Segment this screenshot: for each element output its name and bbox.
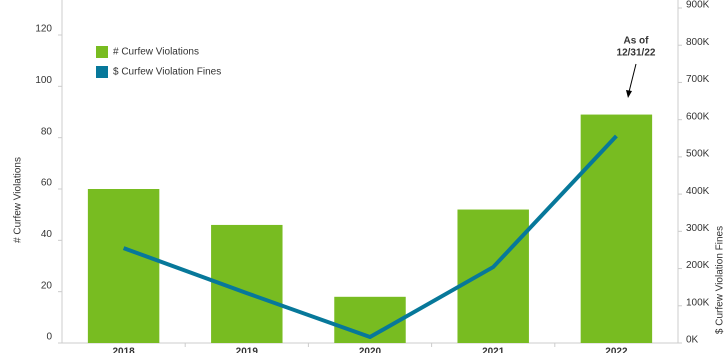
y-tick-label: 60: [41, 178, 53, 189]
y2-axis-title: $ Curfew Violation Fines: [715, 226, 726, 334]
x-tick-label: 2022: [605, 347, 628, 353]
y2-tick-label: 700K: [686, 74, 710, 85]
y-tick-label: 100: [35, 75, 52, 86]
bar: [457, 209, 529, 343]
y-tick-label: 80: [41, 126, 53, 137]
bar: [580, 114, 653, 343]
annotation: 12/31/22: [617, 48, 656, 59]
y-tick-label: 40: [41, 229, 53, 240]
x-tick-label: 2020: [359, 347, 382, 353]
y2-tick-label: 500K: [686, 149, 710, 160]
bar: [87, 189, 160, 343]
y2-tick-label: 400K: [686, 186, 710, 197]
line: [122, 134, 618, 340]
y-tick-label: 0: [46, 332, 52, 343]
y2-tick-label: 300K: [686, 223, 710, 234]
legend-swatch: [96, 46, 108, 58]
legend-swatch: [96, 66, 108, 78]
y2-tick-label: 600K: [686, 111, 710, 122]
x-tick-label: 2018: [112, 347, 135, 353]
y2-tick-label: 800K: [686, 37, 710, 48]
y-tick-label: 120: [35, 24, 52, 35]
y2-tick-label: 100K: [686, 297, 710, 308]
y2-tick-label: 200K: [686, 260, 710, 271]
y2-tick-label: 900K: [686, 0, 710, 11]
annotation-arrowhead: [626, 90, 632, 98]
legend-label: $ Curfew Violation Fines: [113, 67, 221, 78]
y-tick-label: 20: [41, 280, 53, 291]
legend-label: # Curfew Violations: [113, 47, 199, 58]
annotation: As of: [624, 36, 650, 47]
y2-tick-label: 0K: [686, 335, 699, 346]
y-axis-title: # Curfew Violations: [13, 157, 24, 243]
annotation-arrow: [628, 63, 637, 93]
x-tick-label: 2019: [236, 347, 259, 353]
x-tick-label: 2021: [482, 347, 505, 353]
